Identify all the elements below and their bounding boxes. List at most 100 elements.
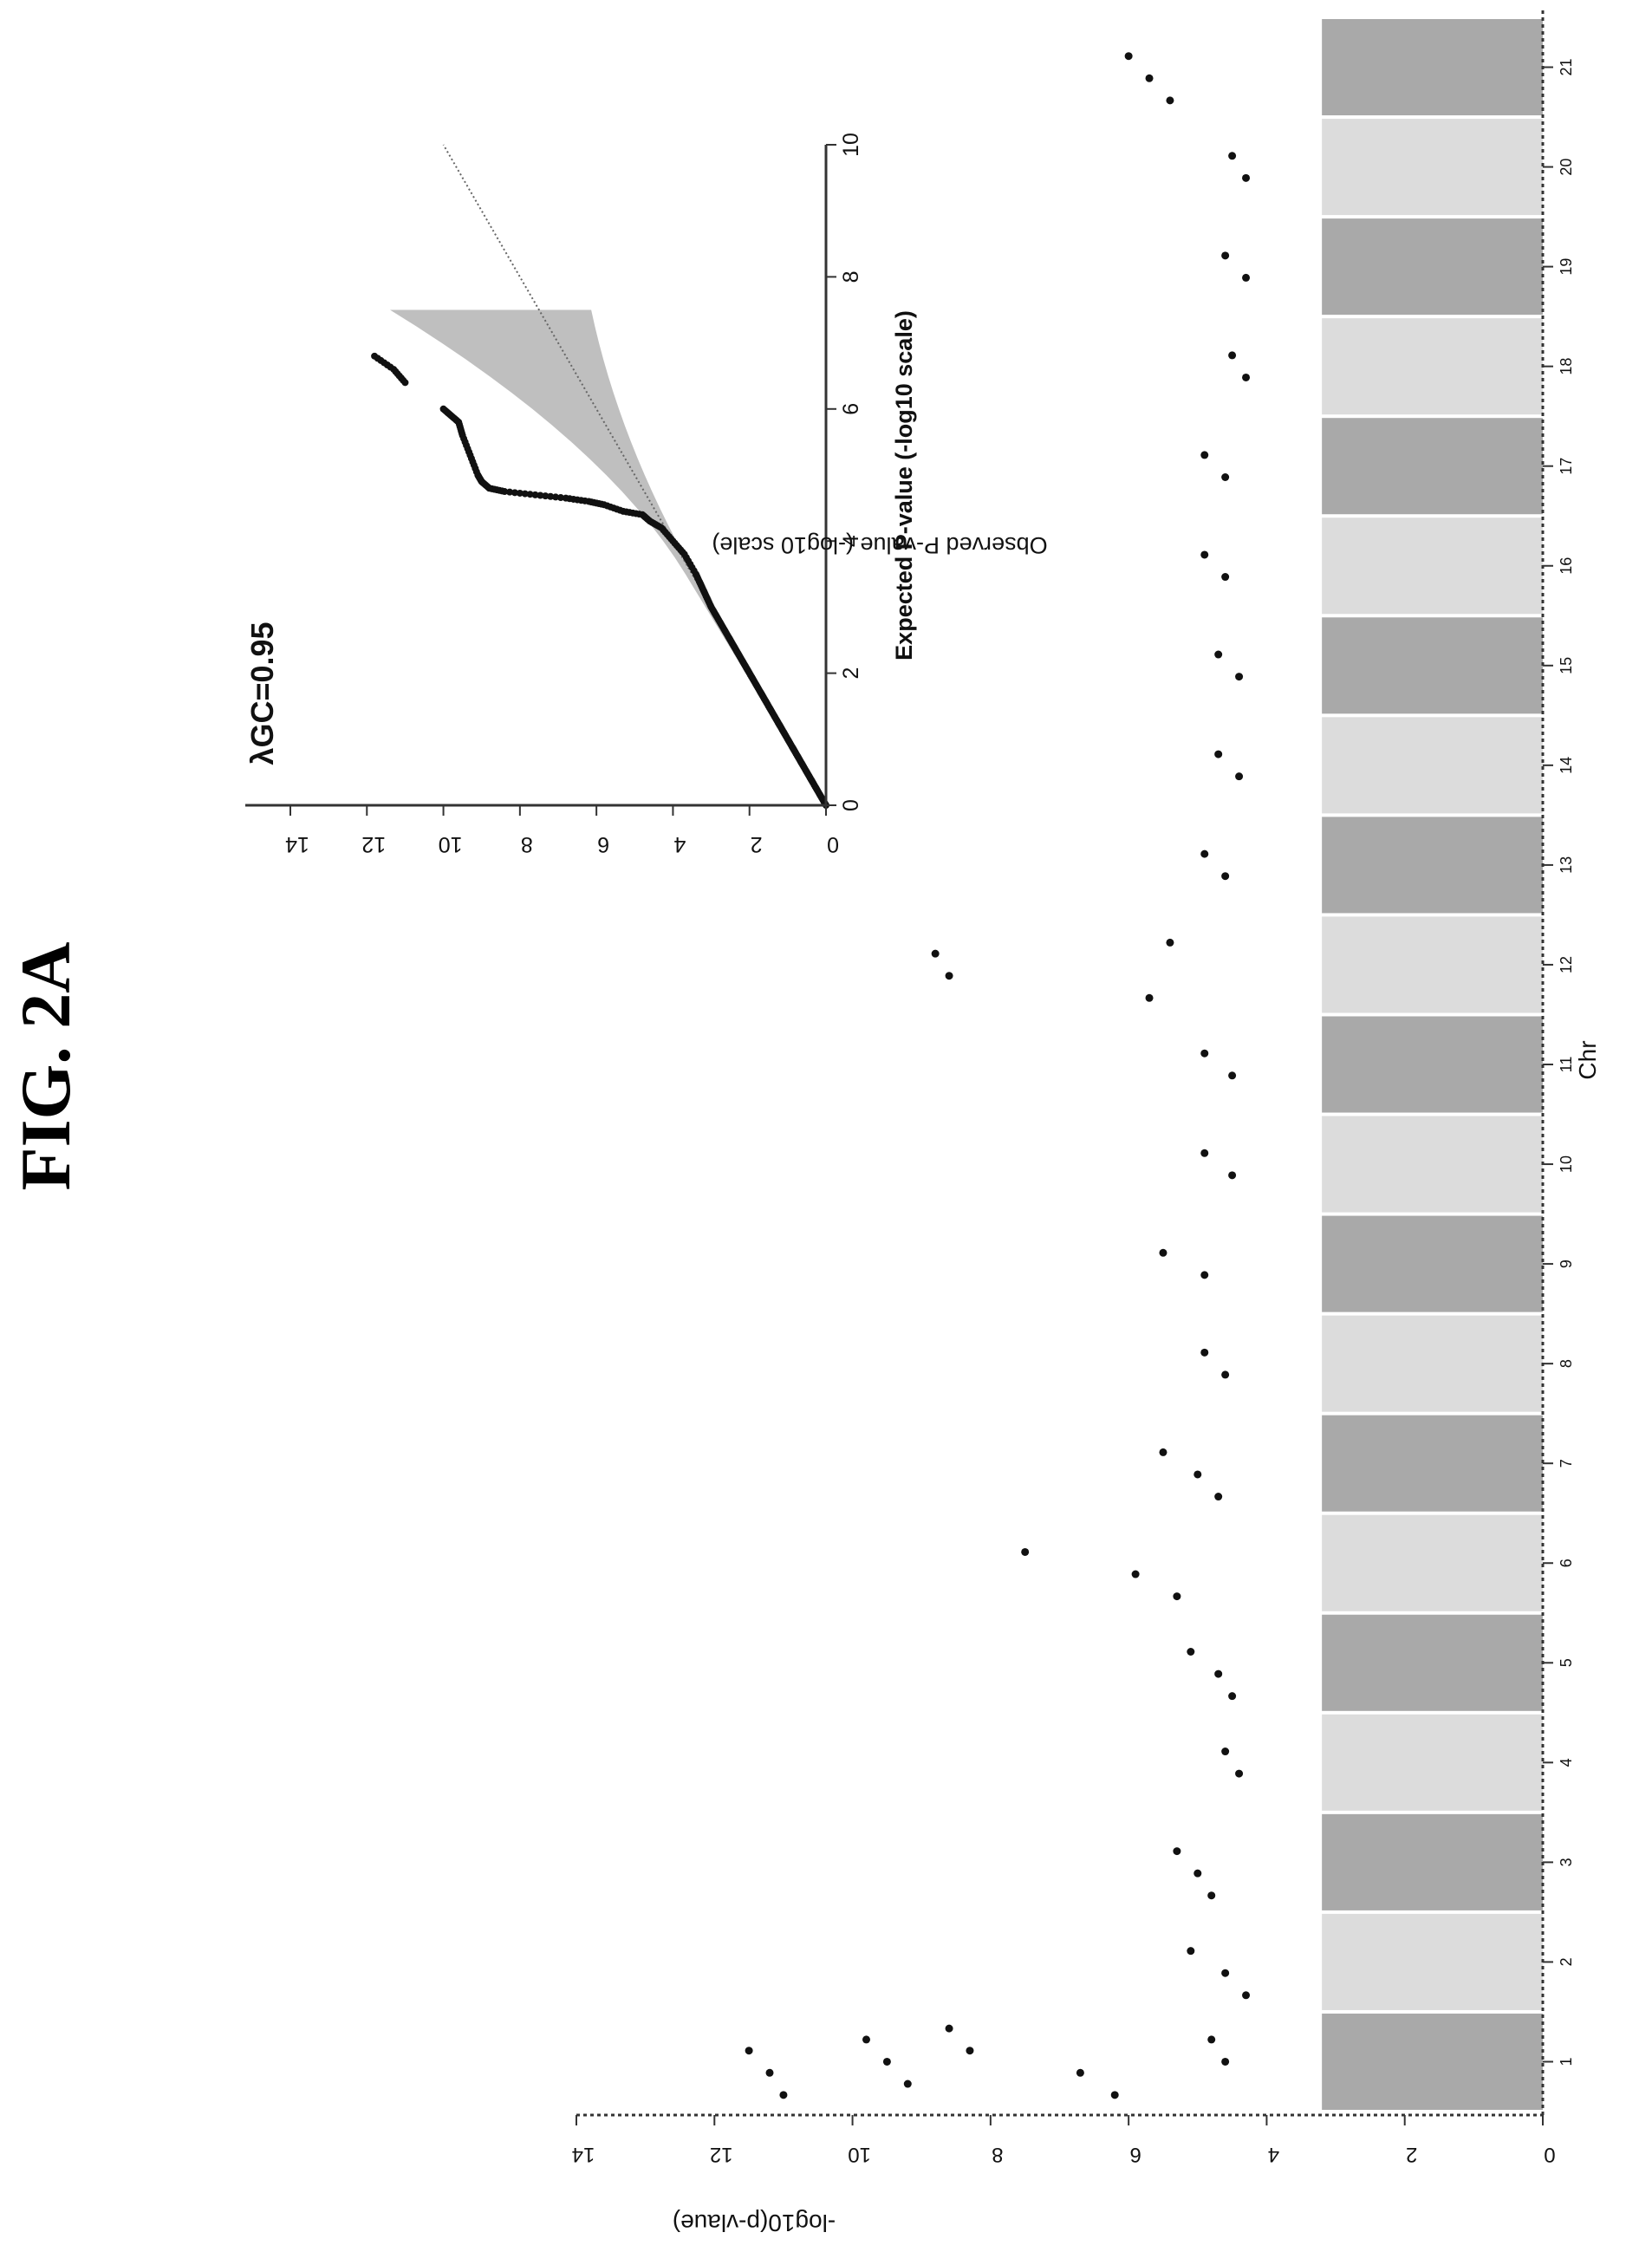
manhattan-point xyxy=(1021,1547,1030,1556)
manhattan-point xyxy=(1145,74,1154,82)
qq-point xyxy=(371,352,379,360)
manhattan-point xyxy=(882,2057,891,2066)
qq-point xyxy=(562,494,569,502)
qq-point xyxy=(439,405,447,413)
chromosome-band xyxy=(1322,817,1543,914)
manhattan-y-tick-label: 8 xyxy=(992,2143,1003,2166)
qq-point xyxy=(552,493,560,501)
manhattan-x-tick-label: 11 xyxy=(1558,1057,1575,1073)
qq-x-tick-label: 8 xyxy=(839,270,863,283)
manhattan-point xyxy=(1159,1248,1167,1257)
chromosome-band xyxy=(1322,218,1543,316)
qq-point xyxy=(526,491,534,498)
chromosome-band xyxy=(1322,1016,1543,1113)
qq-point xyxy=(556,494,564,502)
qq-point xyxy=(516,489,524,497)
manhattan-x-tick-label: 1 xyxy=(1558,2057,1575,2066)
manhattan-point xyxy=(1214,750,1223,758)
chromosome-band xyxy=(1322,318,1543,415)
manhattan-x-tick-label: 4 xyxy=(1558,1758,1575,1767)
qq-points xyxy=(371,352,829,809)
manhattan-point xyxy=(862,2035,870,2044)
qq-point xyxy=(537,491,544,499)
manhattan-point xyxy=(779,2091,788,2099)
manhattan-x-tick-label: 2 xyxy=(1558,1957,1575,1966)
manhattan-point xyxy=(966,2047,974,2055)
chromosome-band xyxy=(1322,1714,1543,1811)
qq-y-tick-label: 0 xyxy=(827,832,839,856)
qq-y-tick-label: 6 xyxy=(597,832,609,856)
chromosome-band xyxy=(1322,1813,1543,1910)
manhattan-point xyxy=(1235,673,1244,681)
manhattan-points xyxy=(745,52,1251,2099)
chromosome-band xyxy=(1322,1116,1543,1213)
qq-x-tick-label: 4 xyxy=(839,535,863,547)
qq-point xyxy=(521,490,529,498)
figure-label: FIG. 2A xyxy=(6,942,85,1191)
manhattan-point xyxy=(1242,373,1251,381)
manhattan-y-ticks: 0 2 4 6 8 10 12 14 xyxy=(572,2115,1556,2166)
manhattan-point xyxy=(1235,772,1244,781)
qq-point xyxy=(542,492,550,500)
manhattan-point xyxy=(1242,273,1251,282)
lambda-annotation: λGC=0.95 xyxy=(244,622,280,765)
chromosome-band xyxy=(1322,916,1543,1013)
chromosome-band xyxy=(1322,2013,1543,2110)
manhattan-point xyxy=(1200,849,1209,858)
manhattan-point xyxy=(1235,1769,1244,1778)
manhattan-x-tick-label: 9 xyxy=(1558,1259,1575,1268)
manhattan-y-tick-label: 0 xyxy=(1544,2143,1555,2166)
chromosome-bands xyxy=(1322,19,1543,2110)
manhattan-point xyxy=(1166,96,1174,105)
manhattan-point xyxy=(1228,1071,1237,1080)
manhattan-point xyxy=(1145,993,1154,1002)
manhattan-point xyxy=(945,2024,953,2033)
qq-y-tick-label: 4 xyxy=(673,832,686,856)
qq-y-tick-label: 8 xyxy=(521,832,533,856)
manhattan-point xyxy=(1221,2057,1230,2066)
manhattan-point xyxy=(931,949,940,958)
manhattan-x-tick-label: 8 xyxy=(1558,1359,1575,1368)
manhattan-point xyxy=(1173,1847,1181,1856)
manhattan-point xyxy=(1214,1493,1223,1501)
manhattan-x-tick-label: 10 xyxy=(1558,1155,1575,1173)
qq-x-tick-label: 0 xyxy=(839,799,863,811)
qq-y-tick-label: 10 xyxy=(439,832,463,856)
manhattan-point xyxy=(1173,1592,1181,1601)
manhattan-point xyxy=(1221,1969,1230,1977)
manhattan-point xyxy=(1124,52,1133,61)
manhattan-point xyxy=(1200,451,1209,459)
manhattan-y-tick-label: 2 xyxy=(1406,2143,1417,2166)
chromosome-band xyxy=(1322,119,1543,216)
manhattan-x-tick-label: 7 xyxy=(1558,1459,1575,1468)
qq-y-tick-label: 2 xyxy=(751,832,763,856)
manhattan-point xyxy=(1221,251,1230,260)
qq-plot: 0 2 4 6 8 10 12 14 0 2 4 6 8 10 Expected P-value (-l… xyxy=(244,133,1048,856)
manhattan-x-tick-label: 18 xyxy=(1558,358,1575,375)
chromosome-band xyxy=(1322,1614,1543,1711)
manhattan-point xyxy=(1193,1869,1202,1878)
manhattan-y-tick-label: 12 xyxy=(710,2143,733,2166)
chromosome-band xyxy=(1322,19,1543,116)
manhattan-x-tick-label: 19 xyxy=(1558,258,1575,276)
manhattan-point xyxy=(1200,1149,1209,1157)
chromosome-band xyxy=(1322,617,1543,714)
qq-y-ticks: 0 2 4 6 8 10 12 14 xyxy=(285,805,839,856)
manhattan-y-tick-label: 10 xyxy=(848,2143,871,2166)
qq-point xyxy=(511,489,518,497)
chromosome-band xyxy=(1322,717,1543,814)
qq-point xyxy=(531,491,539,498)
manhattan-x-tick-label: 3 xyxy=(1558,1858,1575,1866)
manhattan-x-tick-label: 21 xyxy=(1558,59,1575,76)
manhattan-point xyxy=(1159,1448,1167,1456)
manhattan-point xyxy=(1242,1991,1251,2000)
manhattan-point xyxy=(1193,1470,1202,1479)
manhattan-x-tick-label: 6 xyxy=(1558,1559,1575,1567)
qq-x-tick-label: 6 xyxy=(839,403,863,415)
qq-x-ticks: 0 2 4 6 8 10 xyxy=(826,133,863,811)
manhattan-x-tick-label: 16 xyxy=(1558,557,1575,575)
manhattan-point xyxy=(1214,1669,1223,1678)
manhattan-point xyxy=(1200,1049,1209,1058)
manhattan-y-label: -log10(p-vlaue) xyxy=(673,2210,836,2236)
manhattan-point xyxy=(945,972,953,980)
